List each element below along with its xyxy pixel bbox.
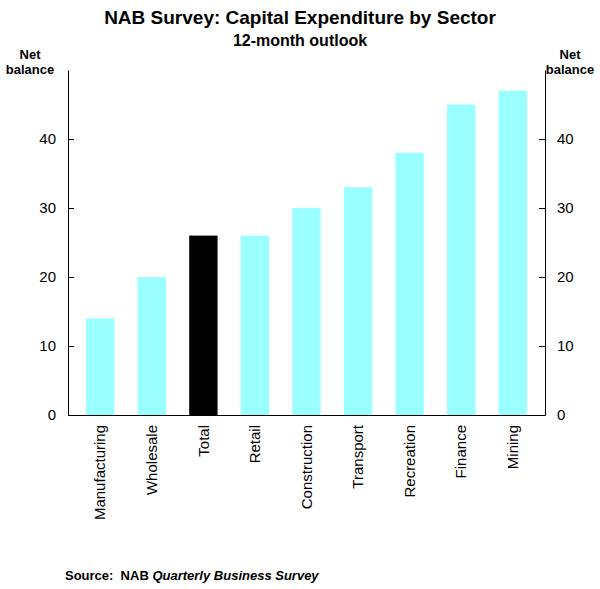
tick-mark <box>68 208 74 209</box>
tick: 40 <box>539 130 574 147</box>
y-axis: 0 10 20 30 40 <box>539 71 574 424</box>
tick-label: Mining <box>504 425 521 469</box>
source: Source: NAB Quarterly Business Survey <box>65 568 319 583</box>
tick: Retail <box>246 415 263 463</box>
axis-title: Netbalance <box>546 47 594 77</box>
bar <box>344 187 372 415</box>
tick-label: 20 <box>39 268 56 285</box>
tick: 40 <box>39 130 74 147</box>
source-publication: Quarterly Business Survey <box>152 568 319 583</box>
axis-line <box>545 71 546 416</box>
tick: 10 <box>39 337 74 354</box>
tick-label: 30 <box>557 199 574 216</box>
y-axis: 0 10 20 30 40 <box>39 71 74 424</box>
tick-label: 10 <box>39 337 56 354</box>
tick: Mining <box>504 415 521 469</box>
tick-mark <box>539 139 545 140</box>
tick-mark <box>539 208 545 209</box>
tick-label: Transport <box>349 424 366 488</box>
bar <box>292 208 320 415</box>
tick-label: Wholesale <box>143 425 160 495</box>
tick-label: Retail <box>246 425 263 463</box>
bar <box>241 236 269 415</box>
tick: Total <box>195 415 212 457</box>
tick-mark <box>539 277 545 278</box>
tick-label: 40 <box>557 130 574 147</box>
tick-label: 40 <box>39 130 56 147</box>
bar <box>189 236 217 415</box>
tick: 0 <box>48 406 74 423</box>
axis-line <box>68 71 69 416</box>
tick: Transport <box>349 415 366 489</box>
tick: Construction <box>298 415 315 509</box>
source-label: Source: NAB <box>65 568 152 583</box>
tick-label: Total <box>195 425 212 457</box>
tick-label: 10 <box>557 337 574 354</box>
tick: Manufacturing <box>91 415 108 520</box>
subtitle: 12-month outlook <box>233 32 367 49</box>
background <box>0 0 600 589</box>
tick-label: 0 <box>557 406 565 423</box>
tick: 20 <box>39 268 74 285</box>
tick: 10 <box>539 337 574 354</box>
x-axis: Manufacturing Wholesale Total Retail Constru… <box>69 415 546 520</box>
tick: 0 <box>539 406 565 423</box>
tick: 30 <box>539 199 574 216</box>
bar <box>447 105 475 416</box>
axis-title: Netbalance <box>6 47 54 77</box>
tick-mark <box>539 346 545 347</box>
tick-label: Manufacturing <box>91 425 108 520</box>
tick-label: Construction <box>298 425 315 509</box>
tick-label: Recreation <box>401 425 418 498</box>
tick: Finance <box>452 415 469 478</box>
tick-mark <box>68 139 74 140</box>
bars <box>86 91 527 415</box>
tick-label: 20 <box>557 268 574 285</box>
bar <box>86 318 114 415</box>
tick-mark <box>68 346 74 347</box>
title: NAB Survey: Capital Expenditure by Secto… <box>104 7 496 28</box>
tick-mark <box>68 277 74 278</box>
tick: Wholesale <box>143 415 160 495</box>
tick-label: Finance <box>452 425 469 478</box>
tick-label: 30 <box>39 199 56 216</box>
bar <box>395 153 423 415</box>
tick: 20 <box>539 268 574 285</box>
bar <box>499 91 527 415</box>
chart: NAB Survey: Capital Expenditure by Secto… <box>0 0 600 589</box>
bar <box>138 277 166 415</box>
plot: 0 10 20 30 40 0 10 20 30 40 Manufacturing Wholesale… <box>39 71 573 521</box>
tick-label: 0 <box>48 406 56 423</box>
axis-line <box>69 415 546 416</box>
tick: 30 <box>39 199 74 216</box>
tick: Recreation <box>401 415 418 498</box>
